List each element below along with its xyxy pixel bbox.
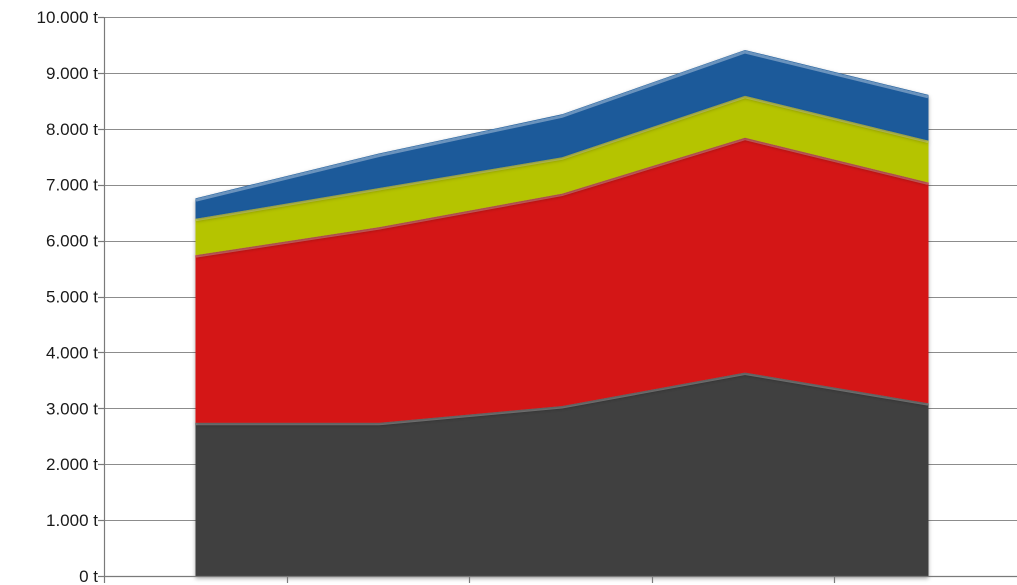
area-edge-highlight [195,137,929,258]
y-tick-label: 9.000 t [46,64,98,83]
y-tick-label: 8.000 t [46,120,98,139]
axes [98,16,1017,583]
y-tick-labels: 0 t 1.000 t 2.000 t 3.000 t 4.000 t 5.000 t 6.… [37,8,99,585]
area-edge-highlight [195,95,929,222]
y-tick-label: 2.000 t [46,455,98,474]
y-tick-label: 1.000 t [46,511,98,530]
area-series-2 [195,136,929,423]
y-tick-label: 6.000 t [46,232,98,251]
y-tick-label: 3.000 t [46,399,98,418]
y-tick-label: 7.000 t [46,176,98,195]
area-edge-highlight [195,50,929,202]
y-tick-label: 5.000 t [46,288,98,307]
area-fill [195,49,929,219]
y-tick-label: 10.000 t [37,8,99,27]
area-series-4 [195,49,929,219]
area-edge-highlight [196,371,929,426]
y-tick-label: 4.000 t [46,343,98,362]
y-tick-label: 0 t [79,567,98,585]
